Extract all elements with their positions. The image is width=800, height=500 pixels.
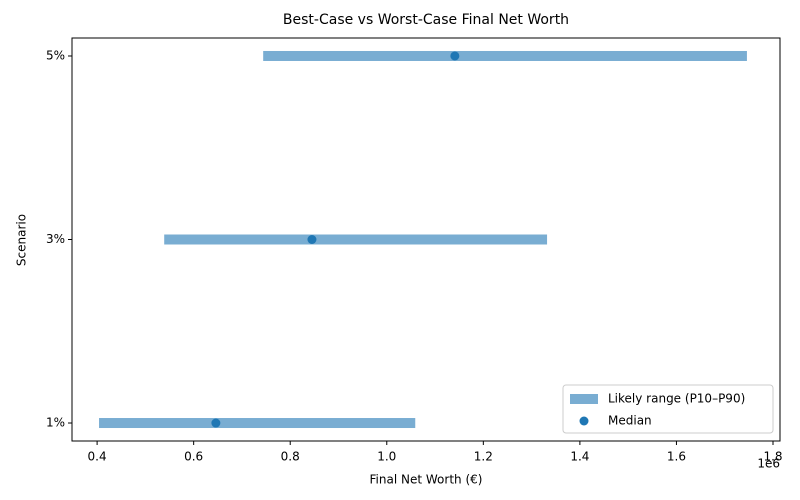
y-tick-label: 3% [46, 232, 65, 246]
legend-label: Median [608, 414, 652, 428]
range-bar [99, 418, 416, 429]
x-offset-label: 1e6 [757, 457, 780, 471]
x-tick-label: 0.8 [281, 450, 300, 464]
x-tick-label: 1.4 [570, 450, 589, 464]
y-axis-label: Scenario [15, 214, 29, 266]
legend-marker [579, 416, 589, 426]
median-dot [450, 51, 460, 61]
y-tick-label: 5% [46, 48, 65, 62]
range-bar [263, 50, 747, 61]
legend-patch [570, 394, 598, 404]
x-tick-label: 1.0 [377, 450, 396, 464]
x-tick-label: 0.4 [88, 450, 107, 464]
legend-label: Likely range (P10–P90) [608, 392, 745, 406]
x-tick-label: 0.6 [184, 450, 203, 464]
x-axis-label: Final Net Worth (€) [370, 473, 483, 487]
y-tick-label: 1% [46, 416, 65, 430]
x-tick-label: 1.2 [474, 450, 493, 464]
median-dot [211, 418, 221, 428]
x-tick-label: 1.8 [763, 450, 782, 464]
median-dot [307, 235, 317, 244]
range-bar [164, 234, 548, 245]
chart-title: Best-Case vs Worst-Case Final Net Worth [283, 12, 569, 28]
legend-box [562, 384, 774, 434]
x-tick-label: 1.6 [667, 450, 686, 464]
axes-frame [71, 37, 781, 442]
